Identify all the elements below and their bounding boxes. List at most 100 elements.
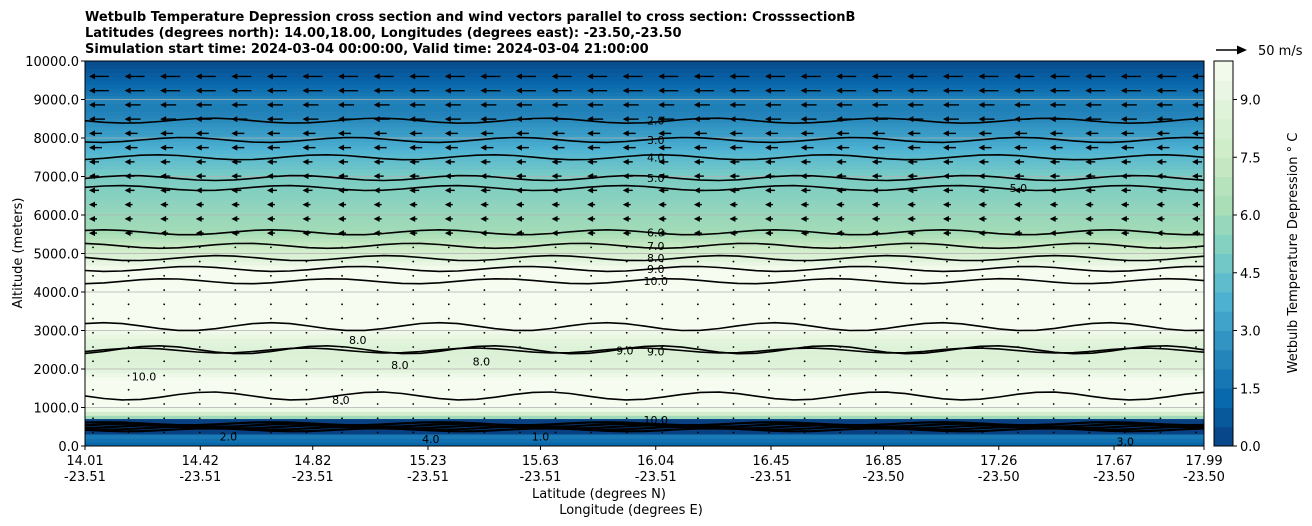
wind-vector-head: [942, 144, 949, 151]
field-band: [85, 342, 1204, 347]
y-tick-label: 2000.0: [34, 363, 80, 378]
field-band: [85, 399, 1204, 405]
wind-vector-dot: [92, 274, 94, 277]
x-tick-label-lat: 16.04: [637, 454, 674, 469]
wind-vector-head: [302, 158, 309, 165]
wind-vector-dot: [127, 417, 130, 420]
contour-label: 2.0: [220, 430, 238, 443]
field-band: [85, 191, 1204, 197]
wind-vector-dot: [305, 360, 308, 363]
wind-vector-head: [373, 187, 380, 194]
wind-vector-head: [942, 101, 949, 108]
wind-vector-head: [444, 116, 451, 123]
wind-vector-dot: [590, 374, 593, 377]
colorbar-band: [1214, 388, 1233, 408]
wind-vector-head: [195, 144, 202, 151]
wind-vector-head: [622, 116, 629, 123]
wind-vector-dot: [1088, 260, 1091, 263]
wind-vector-head: [622, 144, 629, 151]
contour-label: 10.0: [132, 371, 157, 384]
wind-vector-dot: [376, 274, 379, 277]
wind-vector-head: [373, 215, 380, 222]
wind-vector-head: [195, 187, 202, 194]
wind-vector-head: [1192, 144, 1198, 151]
wind-vector-dot: [1195, 346, 1197, 348]
colorbar-band: [1214, 407, 1233, 428]
wind-vector-dot: [732, 403, 735, 405]
wind-vector-dot: [625, 388, 628, 391]
wind-vector-dot: [661, 274, 664, 277]
wind-vector-head: [231, 230, 238, 237]
wind-vector-dot: [1052, 317, 1055, 320]
contour-label: 5.0: [1010, 182, 1028, 195]
colorbar: [1214, 61, 1233, 447]
wind-vector-head: [1085, 201, 1092, 208]
wind-vector-dot: [483, 388, 486, 391]
wind-vector-dot: [198, 274, 201, 277]
field-band: [85, 315, 1204, 320]
wind-vector-dot: [1195, 303, 1197, 306]
wind-vector-dot: [305, 289, 308, 291]
wind-vector-dot: [910, 374, 913, 377]
field-band: [85, 111, 1204, 116]
wind-vector-dot: [696, 403, 699, 405]
wind-vector-head: [836, 158, 843, 165]
wind-vector-dot: [661, 431, 664, 434]
wind-vector-dot: [163, 374, 166, 377]
wind-vector-dot: [946, 374, 948, 377]
wind-vector-dot: [341, 431, 343, 434]
wind-vector-dot: [519, 388, 521, 391]
wind-vector-dot: [590, 289, 593, 291]
wind-vector-head: [551, 101, 558, 108]
wind-vector-dot: [305, 274, 308, 277]
contour-label: 9.0: [647, 263, 665, 276]
wind-vector-dot: [376, 331, 379, 334]
wind-vector-head: [871, 87, 878, 94]
wind-vector-head: [338, 116, 345, 123]
field-band: [85, 318, 1204, 324]
wind-vector-dot: [483, 403, 486, 405]
wind-vector-head: [693, 73, 700, 80]
wind-vector-head: [444, 130, 451, 137]
wind-vector-head: [1120, 130, 1127, 137]
wind-vector-dot: [341, 388, 343, 391]
chart-title-line-1: Wetbulb Temperature Depression cross sec…: [85, 10, 855, 25]
colorbar-band: [1214, 369, 1233, 389]
wind-vector-head: [480, 230, 487, 237]
wind-vector-head: [373, 116, 380, 123]
wind-vector-head: [907, 130, 914, 137]
wind-vector-dot: [519, 417, 521, 420]
wind-vector-head: [89, 144, 95, 151]
wind-vector-dot: [803, 374, 806, 377]
wind-vector-head: [1049, 230, 1056, 237]
wind-vector-head: [942, 130, 949, 137]
field-band: [85, 61, 1204, 66]
wind-vector-head: [693, 215, 700, 222]
wind-vector-head: [978, 201, 985, 208]
wind-vector-head: [551, 187, 558, 194]
wind-vector-head: [907, 158, 914, 165]
wind-vector-head: [978, 73, 985, 80]
field-band: [85, 257, 1204, 262]
wind-vector-head: [1120, 187, 1127, 194]
wind-vector-dot: [198, 374, 201, 377]
wind-vector-head: [587, 101, 594, 108]
wind-vector-head: [622, 130, 629, 137]
wind-vector-head: [978, 158, 985, 165]
wind-vector-head: [124, 73, 131, 80]
wind-vector-dot: [661, 289, 664, 291]
wind-vector-head: [658, 144, 665, 151]
wind-vector-head: [1120, 201, 1127, 208]
wind-vector-head: [978, 101, 985, 108]
wind-vector-dot: [910, 260, 913, 263]
wind-vector-dot: [803, 303, 806, 306]
wind-vector-head: [302, 101, 309, 108]
wind-vector-dot: [946, 260, 948, 263]
y-axis: 0.0 1000.0 2000.0 3000.0 4000.0 5000.0 6000.0 7…: [25, 55, 85, 455]
wind-vector-dot: [483, 346, 486, 348]
wind-vector-dot: [1088, 346, 1091, 348]
wind-vector-head: [195, 73, 202, 80]
wind-vector-dot: [1195, 417, 1197, 420]
wind-vector-dot: [92, 417, 94, 420]
field-band: [85, 334, 1204, 339]
